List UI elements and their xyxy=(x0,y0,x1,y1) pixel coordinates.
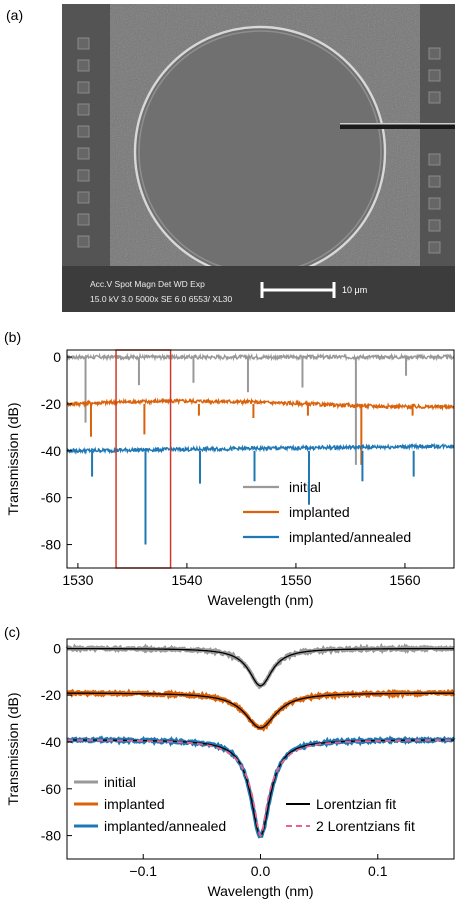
lorentzian-fit-implanted xyxy=(67,692,454,729)
series-line-implanted xyxy=(66,688,456,732)
panel-a-label: (a) xyxy=(6,7,24,23)
series-line-initial xyxy=(65,642,455,690)
series-implanted xyxy=(66,397,455,465)
legend-label-implanted: implanted xyxy=(289,504,350,520)
ytick-label--80: -80 xyxy=(41,537,61,553)
ytick-label--40: -40 xyxy=(41,734,61,750)
chart-c-xlabel: Wavelength (nm) xyxy=(207,883,313,899)
sem-info-row2: 15.0 kV 3.0 5000x SE 6.0 6553/ XL30 xyxy=(90,294,233,304)
ytick-label-0: 0 xyxy=(53,349,61,365)
xtick-label-0.1: 0.1 xyxy=(368,863,388,879)
panel-c-label: (c) xyxy=(4,624,21,640)
xtick-label-0: 0.0 xyxy=(251,863,271,879)
sem-right-grating xyxy=(428,47,441,254)
chart-b-frame xyxy=(66,349,455,569)
series-implanted xyxy=(66,688,456,732)
legend-label-annealed: implanted/annealed xyxy=(104,818,226,834)
series-implanted-annealed xyxy=(66,442,455,545)
sem-info-row1: Acc.V Spot Magn Det WD Exp xyxy=(90,279,205,289)
ytick-label--20: -20 xyxy=(41,687,61,703)
ytick-label--40: -40 xyxy=(41,443,61,459)
chart-b-legend: initial implanted implanted/annealed xyxy=(243,479,411,545)
two-lorentzians-fit-implanted-annealed xyxy=(67,739,454,838)
panel-b-label: (b) xyxy=(4,329,22,345)
legend-label-lorentzian-fit: Lorentzian fit xyxy=(316,796,396,812)
chart-c-ylabel: Transmission (dB) xyxy=(5,692,21,805)
chart-b-xlabel: Wavelength (nm) xyxy=(207,592,313,608)
series-implanted-annealed xyxy=(66,735,456,839)
legend-label-initial: initial xyxy=(289,479,321,495)
lorentzian-fit-initial xyxy=(67,647,454,687)
xtick-label-1550: 1550 xyxy=(280,572,311,588)
chart-c-legend: initial implanted implanted/annealed Lor… xyxy=(74,774,415,834)
legend-label-initial: initial xyxy=(104,774,136,790)
ytick-label--20: -20 xyxy=(41,396,61,412)
series-line-implanted xyxy=(66,397,455,411)
xtick-label-1530: 1530 xyxy=(62,572,93,588)
series-line-implanted-annealed xyxy=(66,442,455,455)
sem-micrograph: Acc.V Spot Magn Det WD Exp 15.0 kV 3.0 5… xyxy=(62,4,455,312)
sem-left-grating xyxy=(77,37,90,248)
ytick-label--60: -60 xyxy=(41,490,61,506)
ytick-label-0: 0 xyxy=(53,640,61,656)
highlight-box xyxy=(115,349,172,569)
chart-c: Transmission (dB) Wavelength (nm) initia… xyxy=(5,638,456,899)
legend-label-annealed: implanted/annealed xyxy=(289,529,411,545)
legend-label-two-lorentzians-fit: 2 Lorentzians fit xyxy=(316,818,415,834)
sem-bus-waveguide xyxy=(340,124,455,129)
xtick-label--0.1: −0.1 xyxy=(129,863,157,879)
sem-scale-bar xyxy=(260,282,336,298)
sem-scale-label: 10 μm xyxy=(342,285,367,295)
sem-info-bar xyxy=(62,266,455,312)
xtick-label-1540: 1540 xyxy=(171,572,202,588)
sem-ring-interior xyxy=(135,27,385,277)
legend-label-implanted: implanted xyxy=(104,796,165,812)
xtick-label-1560: 1560 xyxy=(389,572,420,588)
ytick-label--60: -60 xyxy=(41,781,61,797)
chart-b: Transmission (dB) Wavelength (nm) initia… xyxy=(5,349,455,608)
ytick-label--80: -80 xyxy=(41,828,61,844)
chart-b-ylabel: Transmission (dB) xyxy=(5,402,21,515)
series-initial xyxy=(65,642,455,690)
series-initial xyxy=(66,352,455,465)
series-line-initial xyxy=(66,352,455,362)
